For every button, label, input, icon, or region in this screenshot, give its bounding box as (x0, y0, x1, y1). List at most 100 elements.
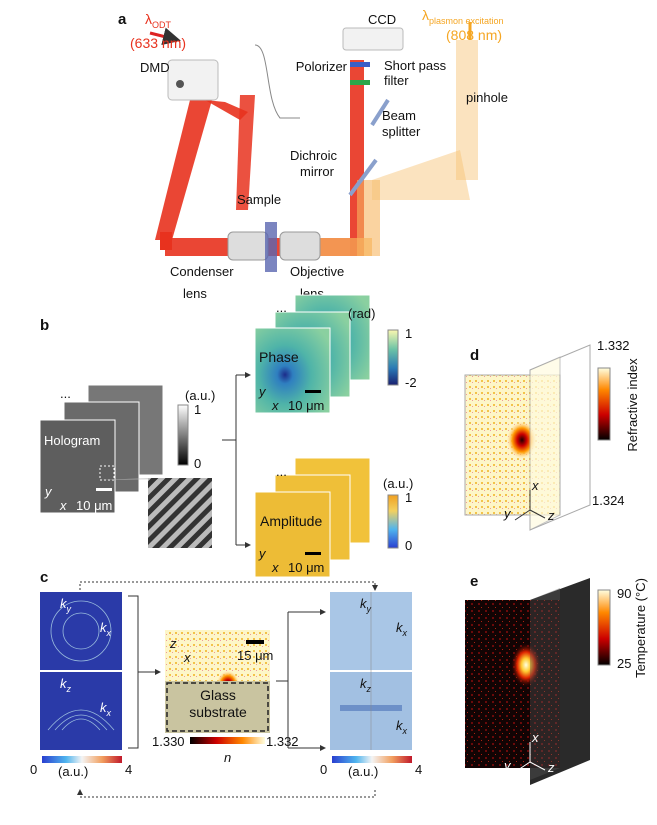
symbol: λ (422, 7, 429, 23)
colorbar-tick: 0 (405, 538, 412, 553)
colorbar-unit: (a.u.) (185, 388, 215, 403)
colorbar-tick: 0 (30, 762, 37, 777)
image-title: Phase (259, 349, 299, 365)
symbol: λ (145, 11, 152, 27)
subscript: x (106, 628, 112, 638)
label: Polorizer (296, 59, 348, 74)
dotted-arrow (80, 582, 375, 590)
bracket (128, 596, 160, 748)
panel-a: a λODT (633 nm) λplasmon excitation (808… (118, 7, 508, 301)
colorbar-unit: (a.u.) (383, 476, 413, 491)
panel-label: a (118, 11, 127, 28)
scale-bar (305, 552, 321, 555)
label: splitter (382, 124, 421, 139)
hologram-zoom (148, 478, 212, 548)
figure: a λODT (633 nm) λplasmon excitation (808… (0, 0, 657, 825)
image-title: Hologram (44, 433, 100, 448)
filter (350, 80, 370, 85)
subscript: y (66, 604, 72, 614)
label: pinhole (466, 90, 508, 105)
colorbar-tick: 1.324 (592, 493, 625, 508)
axis-label: x (183, 650, 191, 665)
panel-label: b (40, 317, 49, 334)
panel-c: c ky kx kz kx 0 (a.u.) 4 15 μm z x Glass… (30, 569, 422, 797)
scale-bar-label: 10 μm (76, 498, 112, 513)
colorbar-label: Temperature (°C) (633, 578, 648, 678)
colorbar-tick: 1.330 (152, 734, 185, 749)
subscript: y (366, 604, 372, 614)
wavelength: (633 nm) (130, 35, 186, 51)
colorbar-tick: 1 (194, 402, 201, 417)
label: Condenser (170, 264, 234, 279)
axis-label: x (531, 478, 539, 493)
condenser (228, 232, 268, 260)
scale-bar-label: 15 μm (237, 648, 273, 663)
colorbar-tick: 1.332 (266, 734, 299, 749)
colorbar-tick: 1.332 (597, 338, 630, 353)
colorbar-label: n (224, 750, 231, 765)
colorbar-unit: (a.u.) (348, 764, 378, 779)
polarizer (350, 62, 370, 67)
fiber (255, 45, 300, 118)
plane (530, 357, 560, 530)
label: Short pass (384, 58, 447, 73)
subscript: x (402, 726, 408, 736)
image-title: Amplitude (260, 513, 322, 529)
colorbar-unit: (a.u.) (58, 764, 88, 779)
colorbar-tick: 4 (415, 762, 422, 777)
substrate-label: substrate (189, 704, 247, 720)
colorbar (190, 737, 265, 744)
bracket (222, 375, 250, 545)
scale-bar-label: 10 μm (288, 398, 324, 413)
scale-bar (96, 488, 112, 491)
colorbar-label: Refractive index (625, 358, 640, 452)
colorbar-unit: (rad) (348, 306, 375, 321)
subscript: x (106, 708, 112, 718)
subscript: x (402, 628, 408, 638)
stack-marker: ... (276, 464, 287, 479)
sample-slide (265, 222, 277, 272)
axis-label: x (531, 730, 539, 745)
beam (456, 40, 478, 180)
colorbar-tick: -2 (405, 375, 417, 390)
objective (280, 232, 320, 260)
beam (155, 100, 212, 240)
substrate-label: Glass (200, 687, 236, 703)
axis-label: x (271, 560, 279, 575)
colorbar (332, 756, 412, 763)
plane (530, 588, 560, 780)
subscript: ODT (152, 20, 172, 30)
label: Sample (237, 192, 281, 207)
stack-marker: ... (276, 300, 287, 315)
colorbar (388, 495, 398, 548)
label: CCD (368, 12, 396, 27)
wavelength: (808 nm) (446, 27, 502, 43)
colorbar (388, 330, 398, 385)
odt-label: λODT (145, 11, 172, 30)
panel-label: c (40, 569, 48, 586)
colorbar-tick: 0 (320, 762, 327, 777)
subscript: plasmon excitation (429, 16, 504, 26)
ccd-box (343, 28, 403, 50)
panel-label: e (470, 573, 478, 590)
colorbar-tick: 1 (405, 490, 412, 505)
subscript: z (366, 684, 372, 694)
panel-d: d x y z 1.332 1.324 Refractive index (465, 338, 640, 530)
label: Beam (382, 108, 416, 123)
label: DMD (140, 60, 170, 75)
panel-label: d (470, 347, 479, 364)
dmd-box (168, 60, 218, 100)
scale-bar-label: 10 μm (288, 560, 324, 575)
beam (372, 150, 470, 200)
plasmon-label: λplasmon excitation (422, 7, 504, 26)
colorbar-tick: 25 (617, 656, 631, 671)
colorbar (598, 590, 610, 665)
axis-label: x (59, 498, 67, 513)
label: Objective (290, 264, 344, 279)
axis-label: z (547, 760, 555, 775)
colorbar (42, 756, 122, 763)
colorbar-tick: 90 (617, 586, 631, 601)
axis-label: z (169, 636, 177, 651)
colorbar-tick: 1 (405, 326, 412, 341)
scale-bar (305, 390, 321, 393)
